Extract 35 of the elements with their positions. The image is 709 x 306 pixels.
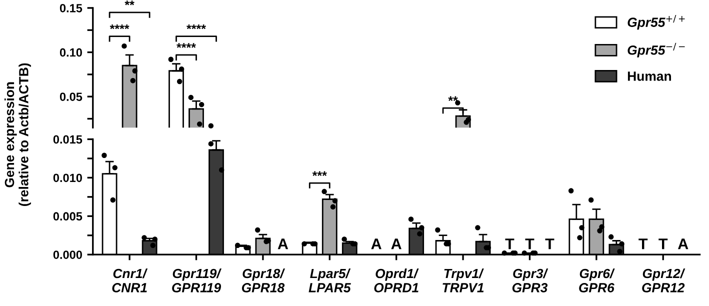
x-tick-label: Lpar5/ LPAR5 — [308, 268, 351, 292]
annotation: T — [545, 238, 554, 250]
annotation: A — [678, 238, 688, 250]
annotation: T — [638, 238, 648, 250]
annotation: A — [278, 238, 288, 250]
x-tick-label: Oprd1/ OPRD1 — [374, 268, 419, 292]
annotation: **** — [176, 43, 196, 48]
x-tick-label: Gpr18/ GPR18 — [242, 268, 286, 292]
annotation: ** — [448, 96, 458, 101]
x-tick-label: Cnr1/ CNR1 — [112, 268, 148, 292]
y-tick-label: 0.015 — [53, 135, 82, 144]
y-tick-label: 0.05 — [60, 92, 82, 101]
x-tick-label: Gpr119/ GPR119 — [172, 268, 222, 292]
legend-label: Human — [628, 72, 671, 81]
annotation: A — [371, 238, 382, 250]
y-tick-label: 0.10 — [60, 48, 82, 57]
annotation: *** — [312, 171, 327, 176]
text: ** — [124, 0, 134, 6]
legend-label: Gpr55$^{+/+}$ — [628, 15, 685, 30]
annotation: T — [505, 238, 514, 250]
y-tick-label: 0.010 — [53, 174, 82, 182]
legend-label: Gpr55$^{−/−}$ — [628, 42, 685, 58]
annotation: **** — [186, 24, 206, 30]
y-tick-label: 0.005 — [53, 212, 82, 221]
annotation: A — [391, 238, 402, 250]
y-tick-label: 0.000 — [53, 250, 82, 259]
annotation: **** — [110, 24, 130, 30]
x-tick-label: Trpv1/ TRPV1 — [442, 268, 484, 292]
x-tick-label: Gpr3/ GPR3 — [512, 268, 548, 292]
annotation: T — [658, 238, 668, 250]
x-tick-label: Gpr6/ GPR6 — [579, 268, 615, 292]
annotation: T — [525, 238, 534, 250]
y-axis-title: Gene expression (relative to Actb/ACTB) — [4, 63, 31, 206]
x-tick-label: Gpr12/ GPR12 — [642, 268, 686, 292]
y-tick-label: 0.15 — [60, 4, 82, 12]
